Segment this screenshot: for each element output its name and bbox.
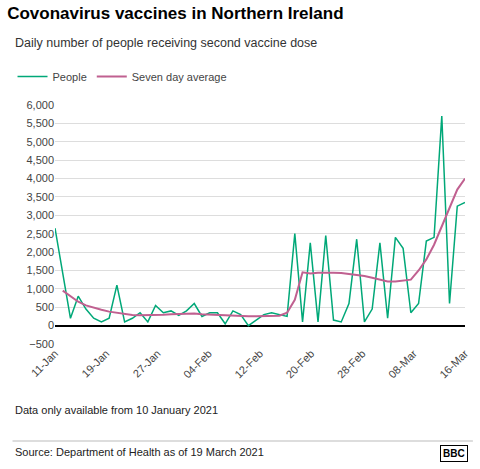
svg-text:Source: Department of Health a: Source: Department of Health as of 19 Ma…: [15, 446, 264, 458]
svg-text:3,500: 3,500: [26, 191, 54, 203]
svg-text:3,000: 3,000: [26, 209, 54, 221]
svg-text:500: 500: [36, 301, 54, 313]
svg-text:Data only available from 10 Ja: Data only available from 10 January 2021: [15, 404, 218, 416]
svg-text:1,000: 1,000: [26, 283, 54, 295]
svg-text:0: 0: [48, 319, 54, 331]
svg-text:BBC: BBC: [443, 448, 465, 459]
svg-text:2,000: 2,000: [26, 246, 54, 258]
svg-text:08-Mar: 08-Mar: [386, 347, 419, 380]
svg-text:28-Feb: 28-Feb: [335, 347, 368, 380]
svg-text:27-Jan: 27-Jan: [131, 347, 163, 379]
svg-text:1,500: 1,500: [26, 264, 54, 276]
svg-text:4,000: 4,000: [26, 172, 54, 184]
svg-text:11-Jan: 11-Jan: [29, 347, 61, 379]
svg-text:5,500: 5,500: [26, 117, 54, 129]
svg-text:People: People: [53, 71, 87, 83]
svg-text:5,000: 5,000: [26, 136, 54, 148]
svg-text:16-Mar: 16-Mar: [437, 347, 470, 380]
svg-text:Seven day average: Seven day average: [132, 71, 227, 83]
svg-text:−500: −500: [29, 338, 54, 350]
svg-text:2,500: 2,500: [26, 228, 54, 240]
svg-text:Covonavirus vaccines in Northe: Covonavirus vaccines in Northern Ireland: [7, 4, 343, 23]
svg-text:19-Jan: 19-Jan: [79, 347, 111, 379]
svg-text:20-Feb: 20-Feb: [283, 347, 316, 380]
svg-text:Daily number of people receivi: Daily number of people receiving second …: [15, 36, 317, 50]
svg-text:4,500: 4,500: [26, 154, 54, 166]
svg-text:6,000: 6,000: [26, 99, 54, 111]
svg-text:04-Feb: 04-Feb: [181, 347, 214, 380]
svg-text:12-Feb: 12-Feb: [232, 347, 265, 380]
